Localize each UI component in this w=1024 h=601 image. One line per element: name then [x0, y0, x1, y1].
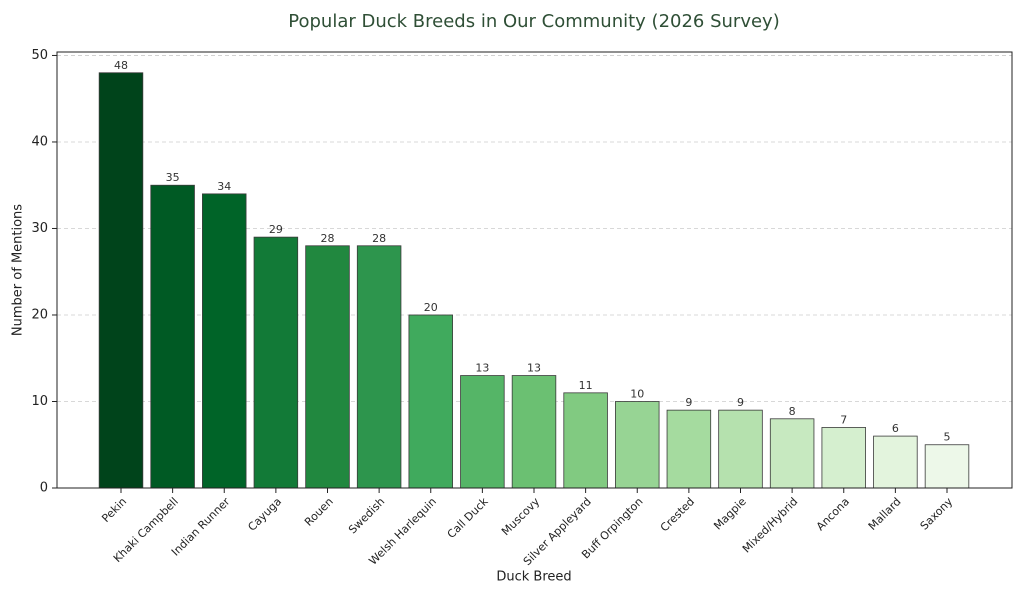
x-tick-label: Mixed/Hybrid	[740, 495, 800, 555]
bar	[150, 184, 195, 489]
y-tick-label: 20	[31, 307, 48, 322]
bar	[615, 401, 660, 489]
bar	[98, 72, 144, 489]
bar	[718, 409, 763, 489]
bar	[563, 392, 608, 489]
value-label: 10	[630, 387, 644, 400]
value-label: 6	[892, 422, 899, 435]
x-tick-label: Mallard	[866, 495, 904, 533]
bar	[666, 409, 712, 489]
bar	[408, 314, 453, 489]
bar	[511, 375, 557, 489]
value-label: 11	[579, 379, 593, 392]
y-tick-label: 10	[31, 394, 48, 409]
bar	[253, 236, 299, 489]
value-label: 8	[789, 405, 796, 418]
bar	[821, 427, 866, 489]
x-tick-label: Swedish	[346, 495, 387, 536]
bar	[305, 245, 350, 489]
x-tick-label: Crested	[658, 495, 697, 534]
value-label: 7	[840, 413, 847, 426]
x-tick-label: Rouen	[302, 495, 336, 529]
value-label: 34	[217, 180, 231, 193]
y-tick-label: 50	[31, 48, 48, 63]
x-tick-label: Muscovy	[499, 495, 542, 538]
value-label: 20	[424, 301, 438, 314]
chart-title: Popular Duck Breeds in Our Community (20…	[288, 11, 779, 32]
bar	[924, 444, 970, 489]
x-tick-label: Saxony	[918, 495, 956, 533]
value-label: 48	[114, 59, 128, 72]
value-label: 13	[475, 362, 489, 375]
value-label: 13	[527, 362, 541, 375]
x-tick-label: Call Duck	[445, 495, 491, 541]
value-label: 35	[166, 171, 180, 184]
bar	[356, 245, 402, 489]
y-axis-label: Number of Mentions	[11, 204, 26, 336]
bar	[460, 375, 505, 489]
bar	[873, 435, 918, 489]
value-label: 9	[685, 396, 692, 409]
value-label: 28	[372, 232, 386, 245]
x-tick-label: Cayuga	[245, 495, 284, 534]
x-axis-label: Duck Breed	[496, 570, 571, 585]
y-tick-label: 30	[31, 221, 48, 236]
x-tick-label: Ancona	[814, 495, 852, 533]
bars	[98, 72, 970, 489]
y-tick-label: 0	[40, 481, 48, 496]
value-label: 9	[737, 396, 744, 409]
x-tick-label: Pekin	[99, 495, 129, 525]
value-label: 5	[944, 431, 951, 444]
bar	[769, 418, 815, 489]
x-tick-label: Magpie	[711, 495, 749, 533]
y-tick-label: 40	[31, 134, 48, 149]
value-label: 28	[321, 232, 335, 245]
bar	[202, 193, 247, 489]
value-label: 29	[269, 223, 283, 236]
